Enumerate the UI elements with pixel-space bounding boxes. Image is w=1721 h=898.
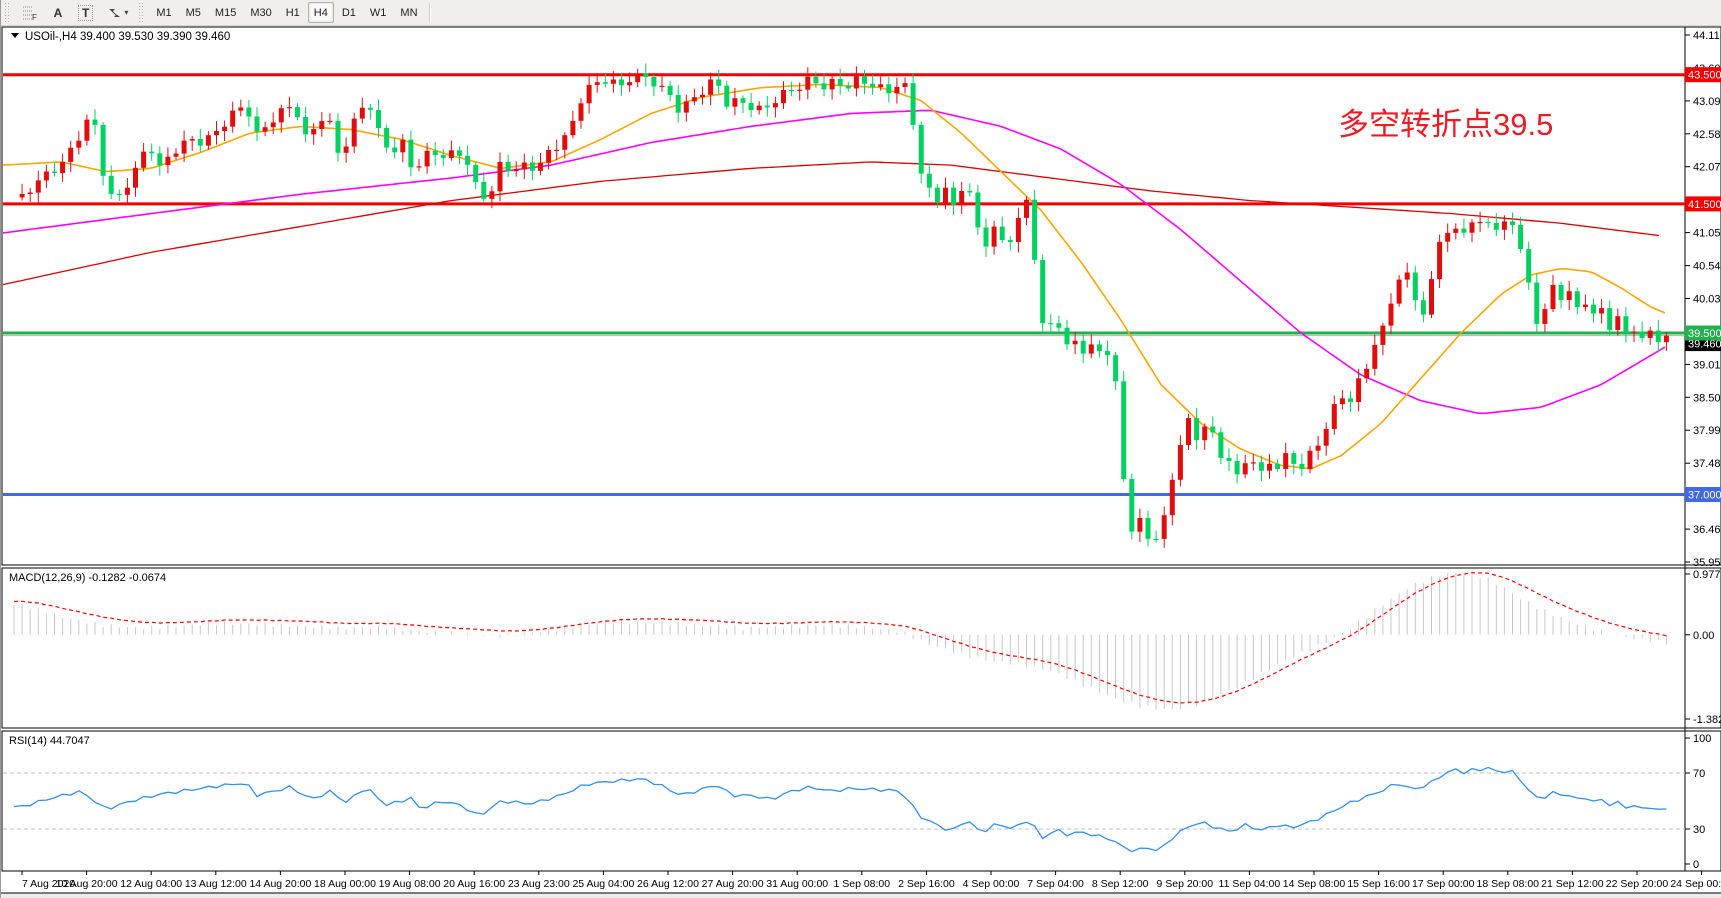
toolbar-drag-handle[interactable] <box>4 3 11 22</box>
time-axis-label: 10 Aug 20:00 <box>56 878 118 890</box>
time-axis-label: 12 Aug 04:00 <box>120 878 182 890</box>
timeframe-button-m5[interactable]: M5 <box>185 6 201 19</box>
price-badge-39.500 <box>1685 325 1721 341</box>
fibonacci-icon: F <box>23 6 37 21</box>
rsi-panel <box>1 730 1721 872</box>
price-tick-label: 40.545 <box>1693 261 1721 273</box>
macd-signal-line <box>13 572 1667 704</box>
time-axis-label: 23 Aug 23:00 <box>508 878 570 890</box>
price-badge-37.000 <box>1685 487 1721 502</box>
price-badge-43.500 <box>1685 67 1721 83</box>
time-axis-label: 20 Aug 16:00 <box>443 878 505 890</box>
timeframe-button-m1[interactable]: M1 <box>156 6 172 19</box>
price-tick-label: 42.585 <box>1693 129 1721 141</box>
time-axis-label: 18 Sep 08:00 <box>1477 878 1540 890</box>
timeframe-button-h1[interactable]: H1 <box>285 6 300 19</box>
arrows-icon <box>109 8 121 17</box>
timeframe-button-w1[interactable]: W1 <box>369 6 387 19</box>
price-tick-label: 39.015 <box>1693 359 1721 371</box>
macd-label: MACD(12,26,9) -0.1282 -0.0674 <box>9 572 166 584</box>
annotation-text: 多空转折点39.5 <box>1338 107 1553 142</box>
macd-scale-label: 0.9779 <box>1693 569 1721 581</box>
main-chart-panel <box>1 26 1721 566</box>
symbol-dropdown-icon[interactable] <box>11 33 19 38</box>
price-tick-label: 40.035 <box>1693 294 1721 306</box>
chevron-down-icon: ▾ <box>124 8 129 17</box>
time-axis-label: 13 Aug 12:00 <box>185 878 247 890</box>
time-axis-label: 31 Aug 00:00 <box>766 878 828 890</box>
text-icon: T <box>78 4 94 21</box>
price-tick-label: 42.075 <box>1693 162 1721 174</box>
rsi-scale-label: 30 <box>1693 824 1705 836</box>
price-badge-37.000-label: 37.000 <box>1688 490 1721 502</box>
tool-button-arrows[interactable]: ▾ <box>101 2 134 23</box>
rsi-scale-label: 0 <box>1693 859 1699 871</box>
price-tick-label: 37.995 <box>1693 425 1721 437</box>
macd-scale-label: 0.00 <box>1693 630 1714 642</box>
ma-mid-line <box>2 109 1666 415</box>
toolbar-drag-handle[interactable] <box>138 3 146 22</box>
time-axis-label: 18 Aug 00:00 <box>314 878 376 890</box>
rsi-label: RSI(14) 44.7047 <box>9 735 90 747</box>
price-tick-label: 38.505 <box>1693 392 1721 404</box>
tool-button-text-label[interactable]: A <box>46 2 70 23</box>
rsi-scale-label: 70 <box>1693 768 1705 780</box>
time-axis-label: 26 Aug 12:00 <box>637 878 699 890</box>
price-badge-41.500-label: 41.500 <box>1688 199 1721 211</box>
price-badge-41.500 <box>1685 196 1721 212</box>
current-price-badge-label: 39.460 <box>1688 339 1721 351</box>
price-tick-label: 36.465 <box>1693 524 1721 536</box>
macd-panel <box>1 567 1721 729</box>
timeframe-button-m30[interactable]: M30 <box>250 6 272 19</box>
time-axis-label: 25 Aug 04:00 <box>572 878 634 890</box>
time-axis-label: 7 Aug 2020 <box>22 878 75 890</box>
tool-button-text[interactable]: T <box>72 2 99 23</box>
time-axis-label: 27 Aug 20:00 <box>702 878 764 890</box>
text-label-icon: A <box>53 5 63 20</box>
time-axis-label: 17 Sep 00:00 <box>1412 878 1475 890</box>
price-tick-label: 41.055 <box>1693 228 1721 240</box>
rsi-line <box>13 766 1667 853</box>
time-axis-label: 14 Sep 08:00 <box>1283 878 1346 890</box>
time-axis-label: 8 Sep 12:00 <box>1092 878 1149 890</box>
time-axis-label: 22 Sep 20:00 <box>1606 878 1669 890</box>
price-badge-39.500-label: 39.500 <box>1688 328 1721 340</box>
price-tick-label: 37.485 <box>1693 458 1721 470</box>
svg-text:F: F <box>32 13 37 21</box>
time-axis-label: 14 Aug 20:00 <box>249 878 311 890</box>
candles <box>19 63 1669 548</box>
toolbar: F A T ▾ M1 M5 M15 M30 H1 H4 D1 W1 MN <box>1 0 1721 26</box>
time-axis-label: 7 Sep 04:00 <box>1027 878 1084 890</box>
tool-button-fibonacci[interactable]: F <box>16 2 44 23</box>
time-axis-label: 24 Sep 00:00 <box>1670 878 1721 890</box>
time-axis-label: 15 Sep 16:00 <box>1347 878 1410 890</box>
macd-scale-label: -1.382 <box>1693 714 1721 726</box>
price-tick-label: 43.095 <box>1693 96 1721 108</box>
time-axis-label: 11 Sep 04:00 <box>1219 878 1281 890</box>
price-badge-43.500-label: 43.500 <box>1688 70 1721 82</box>
time-axis-label: 21 Sep 12:00 <box>1541 878 1604 890</box>
timeframe-button-h4[interactable]: H4 <box>307 2 334 23</box>
time-axis-label: 1 Sep 08:00 <box>833 878 890 890</box>
time-axis-label: 19 Aug 08:00 <box>379 878 441 890</box>
time-axis-label: 9 Sep 20:00 <box>1156 878 1213 890</box>
rsi-scale-label: 100 <box>1693 733 1711 745</box>
window-bottom-strip <box>1 893 1721 898</box>
time-axis-label: 4 Sep 00:00 <box>963 878 1020 890</box>
symbol-ohlc-label: USOil-,H4 39.400 39.530 39.390 39.460 <box>25 31 230 43</box>
timeframe-button-mn[interactable]: MN <box>400 6 418 19</box>
timeframe-button-m15[interactable]: M15 <box>214 6 237 19</box>
timeframe-button-d1[interactable]: D1 <box>341 6 356 19</box>
time-axis-label: 2 Sep 16:00 <box>898 878 955 890</box>
price-tick-label: 35.955 <box>1693 557 1721 569</box>
price-tick-label: 44.115 <box>1693 30 1721 42</box>
ma-slow-line <box>2 161 1660 286</box>
toolbar-separator <box>428 2 430 23</box>
